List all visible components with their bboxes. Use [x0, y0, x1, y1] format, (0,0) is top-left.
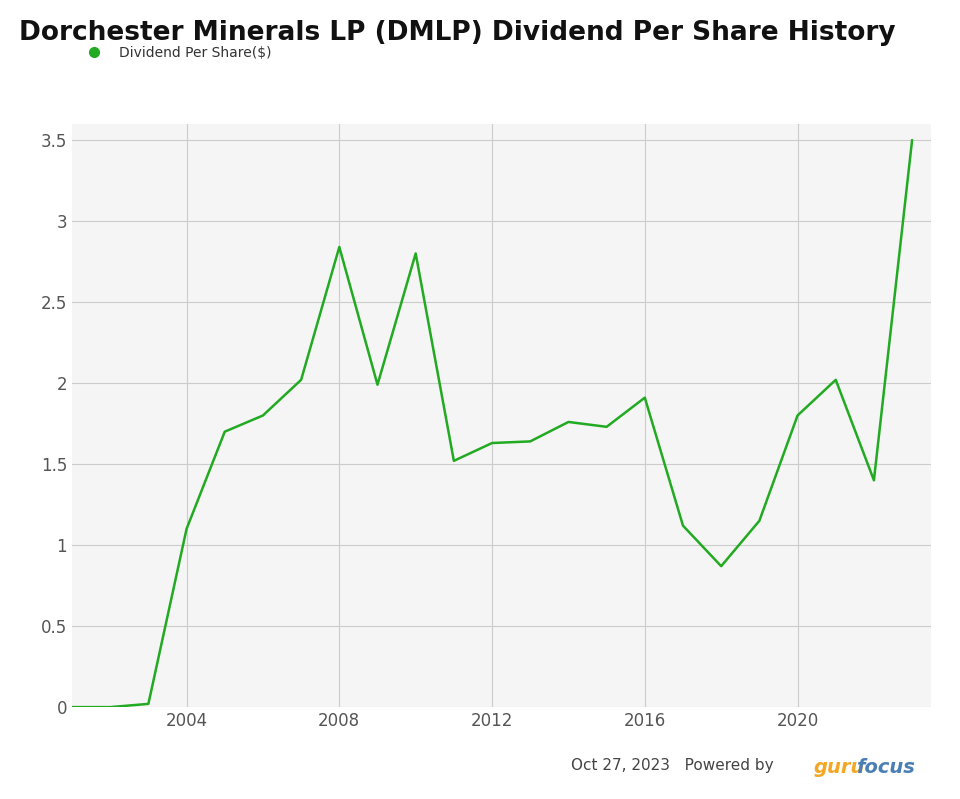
Text: Oct 27, 2023   Powered by: Oct 27, 2023 Powered by [571, 758, 779, 773]
Legend: Dividend Per Share($): Dividend Per Share($) [75, 41, 277, 66]
Text: guru: guru [814, 757, 866, 777]
Text: focus: focus [856, 757, 915, 777]
Text: Dorchester Minerals LP (DMLP) Dividend Per Share History: Dorchester Minerals LP (DMLP) Dividend P… [19, 20, 896, 46]
